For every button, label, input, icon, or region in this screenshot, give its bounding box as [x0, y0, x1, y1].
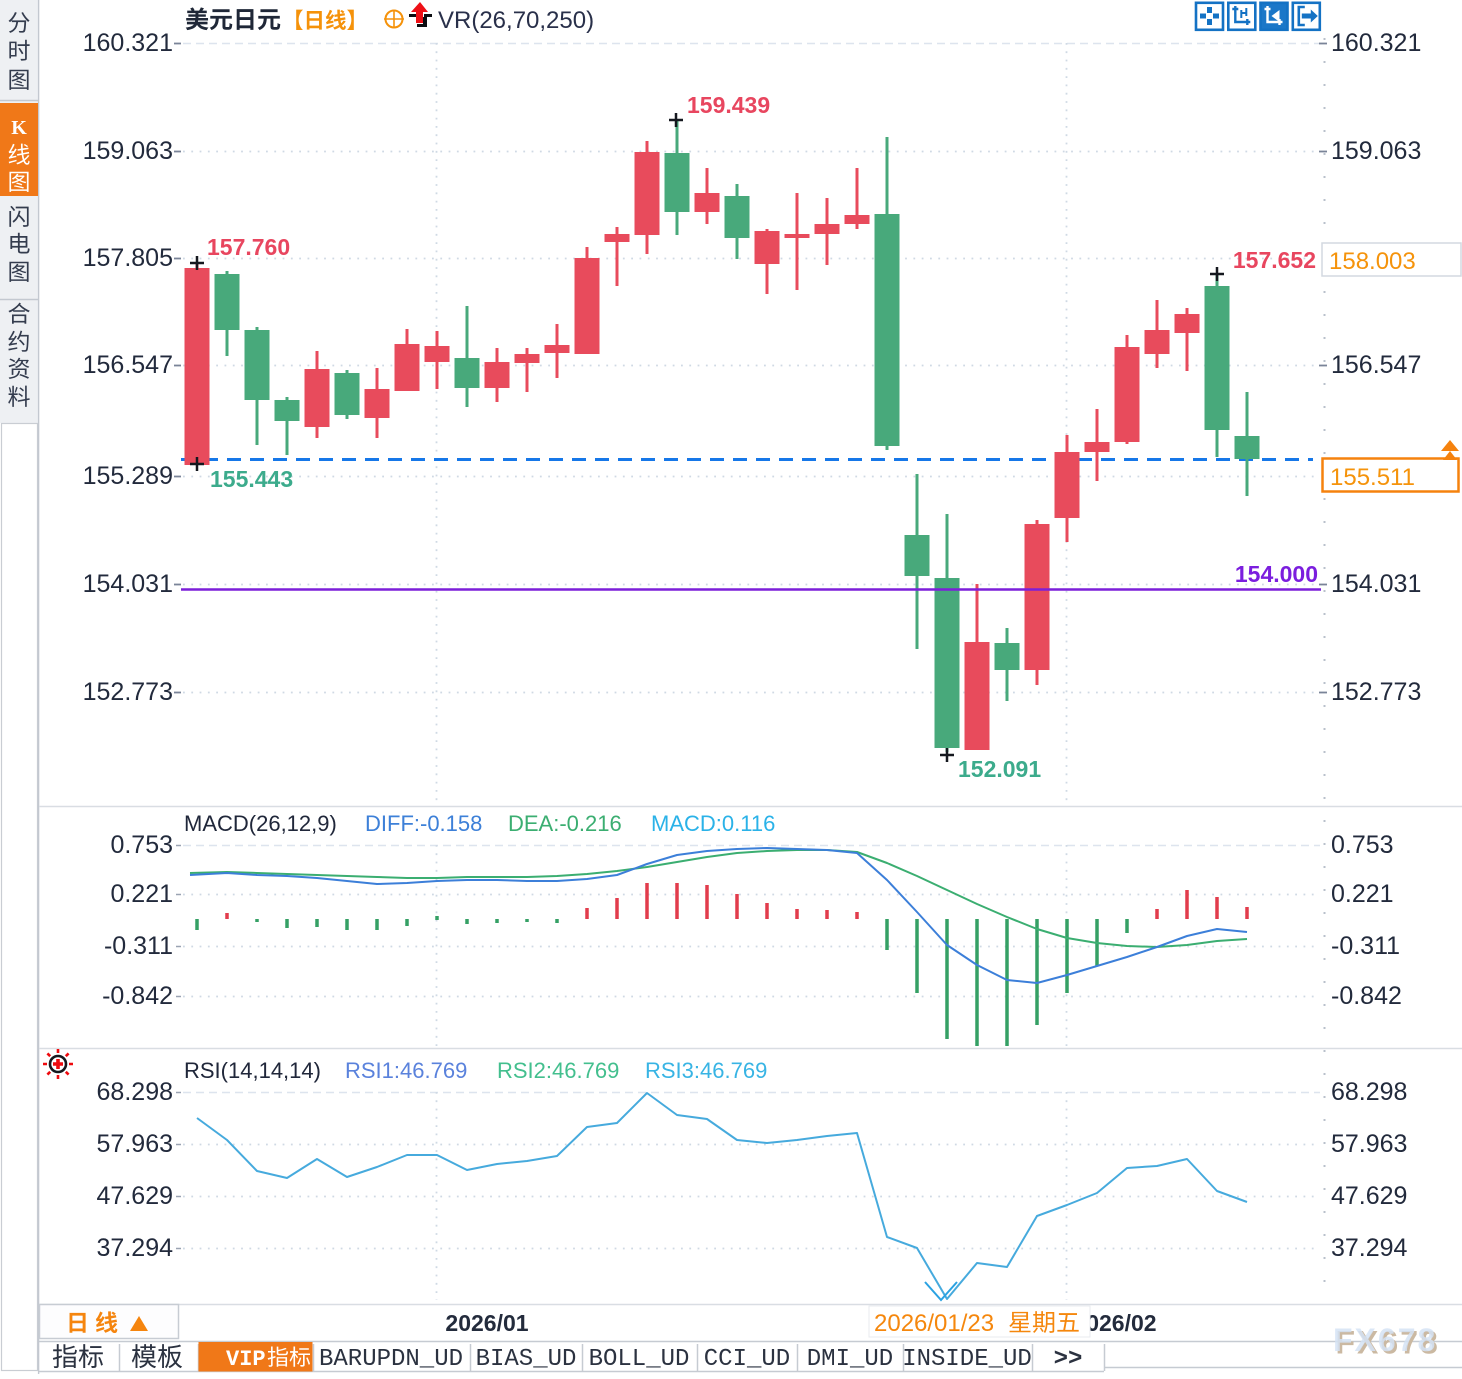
svg-text:DEA:-0.216: DEA:-0.216: [508, 811, 622, 836]
svg-text:155.443: 155.443: [210, 466, 293, 492]
svg-text:DMI_UD: DMI_UD: [807, 1346, 893, 1373]
svg-text:0.753: 0.753: [110, 831, 173, 859]
svg-text:VR(26,70,250): VR(26,70,250): [438, 7, 594, 34]
svg-text:RSI3:46.769: RSI3:46.769: [645, 1058, 767, 1083]
svg-text:MACD(26,12,9): MACD(26,12,9): [184, 811, 337, 836]
svg-text:47.629: 47.629: [1331, 1182, 1407, 1210]
svg-text:37.294: 37.294: [97, 1234, 174, 1262]
svg-text:2026/01/23: 2026/01/23: [874, 1310, 994, 1337]
svg-text:157.760: 157.760: [207, 234, 290, 260]
svg-text:2026/01: 2026/01: [445, 1310, 528, 1336]
svg-text:160.321: 160.321: [83, 29, 173, 57]
svg-text:152.773: 152.773: [1331, 678, 1421, 706]
svg-text:68.298: 68.298: [97, 1078, 173, 1106]
svg-text:152.091: 152.091: [958, 756, 1041, 782]
svg-text:CCI_UD: CCI_UD: [704, 1346, 790, 1373]
svg-text:-0.842: -0.842: [102, 982, 173, 1010]
svg-text:154.031: 154.031: [1331, 570, 1421, 598]
svg-text:152.773: 152.773: [83, 678, 173, 706]
svg-text:RSI1:46.769: RSI1:46.769: [345, 1058, 467, 1083]
svg-text:0.221: 0.221: [110, 880, 173, 908]
svg-text:0.221: 0.221: [1331, 880, 1394, 908]
svg-text:K: K: [11, 117, 27, 139]
svg-text:154.031: 154.031: [83, 570, 173, 598]
svg-text:-0.842: -0.842: [1331, 982, 1402, 1010]
svg-text:FX678: FX678: [1336, 1325, 1440, 1361]
svg-text:156.547: 156.547: [1331, 351, 1421, 379]
svg-text:154.000: 154.000: [1235, 561, 1318, 587]
svg-text:0.753: 0.753: [1331, 831, 1394, 859]
svg-text:BARUPDN_UD: BARUPDN_UD: [319, 1346, 463, 1373]
svg-text:INSIDE_UD: INSIDE_UD: [902, 1346, 1032, 1373]
svg-text:-0.311: -0.311: [104, 932, 173, 960]
svg-text:VIP: VIP: [226, 1347, 266, 1372]
svg-text:155.511: 155.511: [1330, 464, 1415, 491]
svg-text:156.547: 156.547: [83, 351, 173, 379]
svg-text:BIAS_UD: BIAS_UD: [476, 1346, 577, 1373]
svg-text:157.652: 157.652: [1233, 247, 1316, 273]
svg-text:57.963: 57.963: [1331, 1130, 1407, 1158]
svg-text:160.321: 160.321: [1331, 29, 1421, 57]
svg-text:159.063: 159.063: [1331, 137, 1421, 165]
svg-text:37.294: 37.294: [1331, 1234, 1408, 1262]
svg-text:159.439: 159.439: [687, 92, 770, 118]
svg-text:DIFF:-0.158: DIFF:-0.158: [365, 811, 482, 836]
svg-text:155.289: 155.289: [83, 462, 173, 490]
svg-text:157.805: 157.805: [83, 244, 173, 272]
svg-text:RSI2:46.769: RSI2:46.769: [497, 1058, 619, 1083]
svg-text:RSI(14,14,14): RSI(14,14,14): [184, 1058, 321, 1083]
svg-text:>>: >>: [1054, 1346, 1083, 1373]
svg-text:MACD:0.116: MACD:0.116: [651, 811, 775, 836]
svg-text:159.063: 159.063: [83, 137, 173, 165]
svg-text:FX678: FX678: [1333, 1322, 1437, 1358]
svg-text:-0.311: -0.311: [1331, 932, 1400, 960]
svg-text:158.003: 158.003: [1329, 248, 1416, 275]
svg-text:57.963: 57.963: [97, 1130, 173, 1158]
svg-text:68.298: 68.298: [1331, 1078, 1407, 1106]
svg-text:BOLL_UD: BOLL_UD: [589, 1346, 690, 1373]
svg-text:47.629: 47.629: [97, 1182, 173, 1210]
